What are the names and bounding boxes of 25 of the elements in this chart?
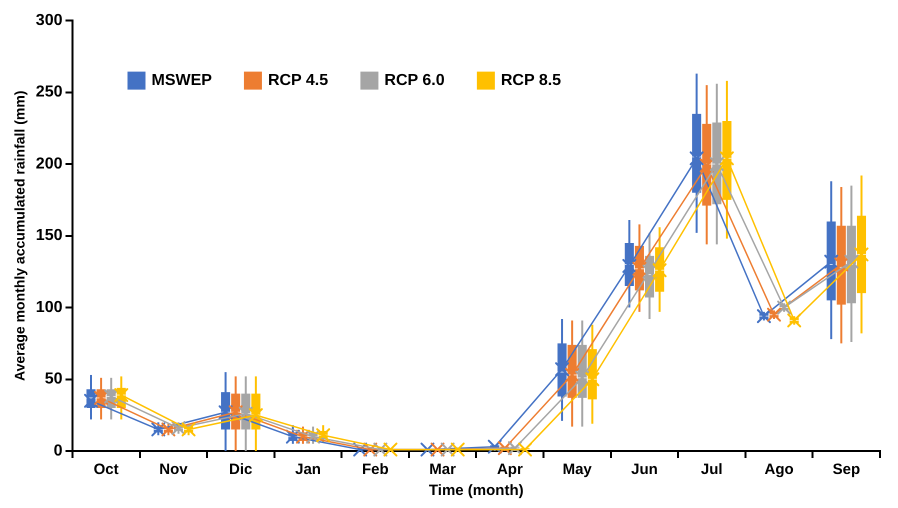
x-tick-label: Jul <box>700 461 723 478</box>
x-tick-label: Sep <box>832 461 860 478</box>
x-tick-label: Mar <box>429 461 456 478</box>
x-tick-label: Jun <box>631 461 658 478</box>
legend-label: RCP 8.5 <box>500 72 562 90</box>
y-tick-label: 250 <box>36 84 63 101</box>
x-tick-label: Nov <box>159 461 188 478</box>
y-tick-label: 0 <box>54 442 63 460</box>
x-tick-label: Apr <box>496 461 523 478</box>
x-tick-label: Dic <box>229 461 252 478</box>
y-tick-label: 50 <box>44 370 63 388</box>
y-tick-label: 100 <box>36 298 63 316</box>
x-axis-title: Time (month) <box>428 482 524 500</box>
legend-label: RCP 6.0 <box>384 72 445 90</box>
x-tick-label: May <box>562 461 592 478</box>
y-tick-label: 150 <box>36 227 63 244</box>
legend-label: RCP 4.5 <box>268 72 328 90</box>
y-tick-label: 300 <box>36 12 63 30</box>
y-tick-label: 200 <box>36 155 63 172</box>
x-tick-label: Ago <box>764 461 794 478</box>
x-tick-label: Feb <box>362 461 389 478</box>
legend-label: MSWEP <box>151 72 212 90</box>
x-tick-label: Jan <box>295 461 321 478</box>
x-tick-label: Oct <box>94 461 119 478</box>
y-axis-title: Average monthly accumulated rainfall (mm) <box>11 90 28 382</box>
